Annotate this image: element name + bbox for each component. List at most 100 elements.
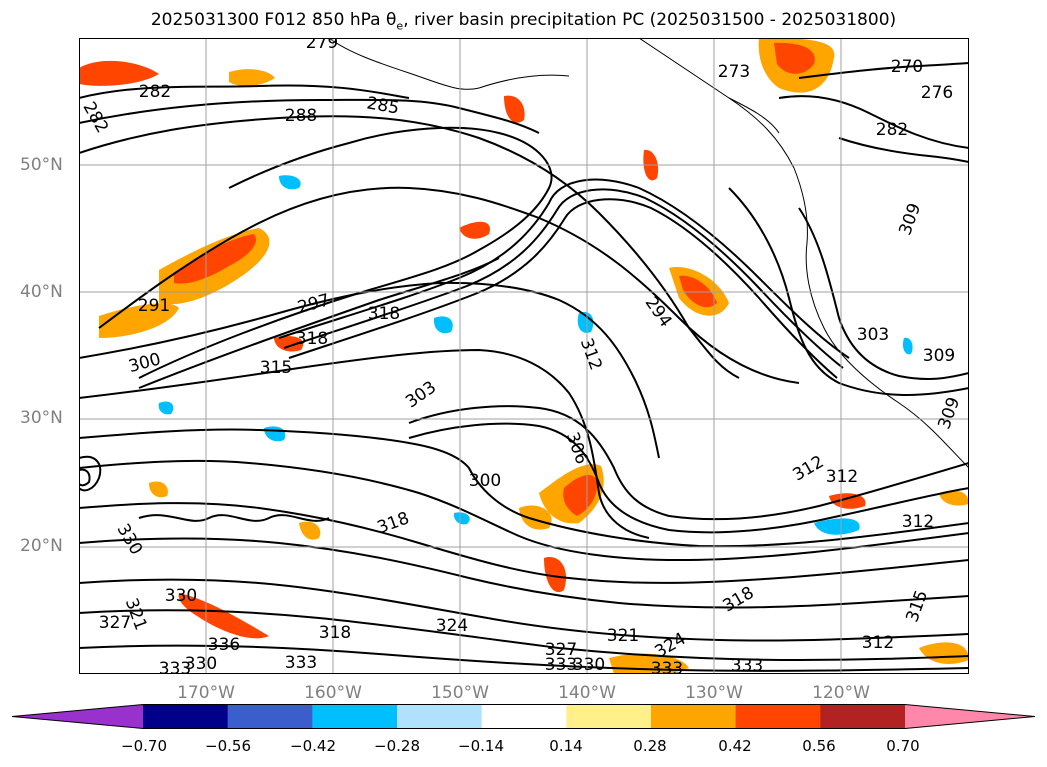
contour-label-330-c: 330 (573, 655, 605, 674)
colorbar-tick-8: 0.42 (718, 737, 752, 755)
contour-label-333-e: 333 (159, 659, 191, 674)
colorbar-outline (12, 704, 1036, 729)
contour-line-east-1 (778, 95, 969, 149)
title-theta: θ (386, 10, 397, 30)
contour-label-282-a: 282 (139, 82, 171, 102)
colorbar (12, 704, 1036, 729)
precip-area-24n-core (563, 474, 598, 516)
precip-area-nw-2 (229, 69, 275, 87)
colorbar-segment (820, 704, 906, 729)
colorbar-segment (735, 704, 821, 729)
coastline (328, 38, 969, 469)
lat-label-20n: 20°N (20, 536, 63, 556)
contour-label-333-a: 333 (285, 653, 317, 673)
coastline-canada-inlet (728, 97, 780, 134)
contour-label-321-b: 321 (607, 626, 639, 646)
contour-line-285 (79, 98, 540, 134)
colorbar-extend-low (12, 704, 143, 729)
contour-label-330-b: 330 (165, 586, 197, 606)
lon-label-140w: 140°W (558, 683, 616, 703)
title-date: 2025031300 F012 850 hPa (150, 10, 381, 30)
precip-area-band-42n-core (174, 234, 257, 284)
title-theta-sub: e (396, 19, 404, 33)
map-title: 2025031300 F012 850 hPa θe, river basin … (0, 10, 1047, 32)
precip-area-se-corner (919, 642, 969, 664)
contour-label-315-a: 315 (260, 358, 292, 378)
lat-label-30n: 30°N (20, 408, 63, 428)
contour-label-336: 336 (208, 635, 240, 655)
contour-label-303-a: 303 (857, 325, 889, 345)
contour-line-south-wave (138, 514, 330, 522)
lon-label-160w: 160°W (304, 683, 362, 703)
contour-line-294b (138, 257, 500, 389)
precip-area-22n-east-2 (939, 490, 969, 506)
precip-area-negative-7 (453, 512, 470, 525)
colorbar-tick-4: −0.28 (374, 737, 420, 755)
contour-line-312 (79, 459, 969, 562)
colorbar-tick-3: −0.42 (290, 737, 336, 755)
colorbar-segment (651, 704, 737, 729)
colorbar-extend-high (905, 704, 1035, 729)
map-panel: 279 282 282 288 285 273 270 276 282 291 … (79, 38, 969, 674)
precip-area-negative-4 (814, 518, 860, 535)
lon-label-130w: 130°W (685, 683, 743, 703)
precip-area-20n-sw (299, 521, 321, 540)
title-rest: , river basin precipitation PC (20250315… (403, 10, 897, 30)
precip-area-38n-2 (274, 336, 304, 352)
contour-line-west-swirl-2 (79, 468, 91, 487)
colorbar-segment (397, 704, 483, 729)
precip-area-negative-6 (158, 401, 174, 415)
contour-label-291: 291 (138, 296, 170, 316)
contour-label-282-c: 282 (876, 120, 908, 140)
contour-line-300 (79, 348, 650, 539)
contour-label-312-e: 312 (862, 633, 894, 653)
precip-area-20n-center (519, 505, 552, 530)
contour-line-315 (79, 502, 969, 584)
precip-area-gulf-core (774, 42, 815, 74)
contour-label-312-c: 312 (826, 467, 858, 487)
contour-label-276: 276 (921, 83, 953, 103)
contour-line-330 (79, 644, 969, 672)
colorbar-tick-7: 0.28 (633, 737, 667, 755)
precip-area-45n-jet (459, 221, 490, 239)
contour-line-coast-2 (798, 207, 969, 380)
precip-area-52n-north (504, 95, 525, 123)
contour-line-east-2 (798, 62, 969, 79)
contour-line-324 (79, 609, 969, 662)
contour-label-279: 279 (306, 38, 338, 53)
contour-line-jet-3 (288, 198, 838, 379)
colorbar-tick-1: −0.70 (121, 737, 167, 755)
precip-area-west-edge (149, 481, 168, 498)
contour-label-318-b: 318 (296, 329, 328, 349)
precip-area-nw-corner (79, 60, 159, 86)
contour-line-jet-2 (283, 188, 844, 369)
graticule (79, 38, 969, 674)
map-canvas: 279 282 282 288 285 273 270 276 282 291 … (79, 38, 969, 674)
lat-label-50n: 50°N (20, 155, 63, 175)
contour-line-west-swirl-1 (79, 455, 102, 492)
contour-label-312-d: 312 (902, 512, 934, 532)
lon-label-170w: 170°W (177, 683, 235, 703)
contour-line-coast-1 (728, 187, 969, 396)
contour-line-321 (79, 578, 969, 642)
precip-area-17n (544, 557, 567, 593)
contour-line-306 (408, 422, 969, 534)
contour-line-297 (79, 281, 660, 459)
contour-label-270: 270 (891, 57, 923, 77)
precip-area-negative-2 (433, 316, 453, 334)
precip-area-negative-3 (577, 311, 594, 333)
colorbar-segment (312, 704, 398, 729)
colorbar-tick-6: 0.14 (549, 737, 583, 755)
coastline-alaska (328, 38, 570, 90)
colorbar-tick-9: 0.56 (802, 737, 836, 755)
theta-e-contours (79, 62, 969, 672)
contour-line-282 (79, 84, 410, 99)
precip-area-14n (178, 593, 269, 639)
colorbar-segment (566, 704, 652, 729)
precip-shading (79, 38, 969, 674)
contour-label-330-d: 330 (185, 654, 217, 674)
contour-label-288: 288 (285, 106, 317, 126)
colorbar-tick-5: −0.14 (458, 737, 504, 755)
contour-label-300-b: 300 (469, 471, 501, 491)
lon-label-150w: 150°W (431, 683, 489, 703)
